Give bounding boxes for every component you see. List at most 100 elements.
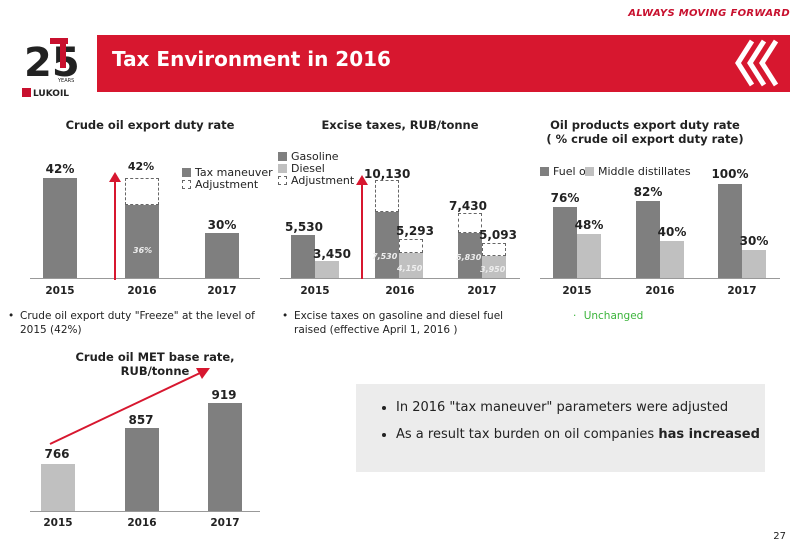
- crude-2015-label: 42%: [45, 162, 75, 176]
- excise-x-2015: 2015: [300, 285, 330, 297]
- svg-text:LUKOIL: LUKOIL: [33, 89, 69, 99]
- page-title: Tax Environment in 2016: [112, 47, 391, 71]
- legend-label: Adjustment: [195, 178, 259, 191]
- excise-dsl-2017-label: 5,093: [479, 228, 517, 242]
- products-fuel-2017-bar: [718, 184, 742, 278]
- crude-2016-inner-label: 36%: [133, 246, 153, 255]
- crude-note: • Crude oil export duty "Freeze" at the …: [8, 309, 268, 337]
- excise-note: • Excise taxes on gasoline and diesel fu…: [282, 309, 522, 337]
- crude-x-2015: 2015: [45, 285, 75, 297]
- products-fuel-2015-bar: [553, 207, 577, 278]
- excise-x-2016: 2016: [385, 285, 415, 297]
- excise-legend-diesel: Diesel: [278, 162, 325, 175]
- met-title: Crude oil MET base rate, RUB/tonne: [75, 350, 235, 378]
- excise-dsl-2017-inner-label: 3,950: [480, 265, 506, 274]
- products-legend-middle: Middle distillates: [585, 165, 691, 178]
- lukoil-25-years-logo-icon: 25 YEARS LUKOIL: [22, 38, 80, 99]
- crude-2017-bar: [205, 233, 239, 278]
- svg-text:YEARS: YEARS: [57, 78, 74, 84]
- products-note-text: Unchanged: [583, 310, 644, 322]
- legend-swatch: [278, 176, 287, 185]
- products-fuel-2016-label: 82%: [633, 185, 663, 199]
- products-note: · Unchanged: [573, 310, 644, 322]
- info-box: In 2016 "tax maneuver" parameters were a…: [356, 384, 765, 472]
- products-x-2015: 2015: [562, 285, 592, 297]
- svg-text:25: 25: [24, 40, 80, 86]
- lukoil-logo: 25 YEARS LUKOIL: [20, 30, 90, 100]
- excise-legend-gasoline: Gasoline: [278, 150, 339, 163]
- excise-dsl-2017-bar: [482, 256, 506, 278]
- excise-gas-2017-inner-label: 5,830: [456, 253, 482, 262]
- met-x-2016: 2016: [127, 517, 157, 529]
- excise-gas-2016-inner-label: 7,530: [372, 252, 398, 261]
- info-bullet-2: As a result tax burden on oil companies …: [396, 427, 765, 442]
- excise-gas-2015-bar: [291, 235, 315, 278]
- excise-dsl-2016-label: 5,293: [396, 224, 434, 238]
- products-fuel-2017-label: 100%: [711, 167, 749, 181]
- products-x-2017: 2017: [727, 285, 757, 297]
- excise-gas-2016-label: 10,130: [364, 167, 411, 181]
- crude-x-axis: [30, 278, 260, 279]
- legend-label: Tax maneuver: [195, 166, 273, 179]
- met-2016-bar: [125, 428, 159, 511]
- crude-note-text: Crude oil export duty "Freeze" at the le…: [20, 310, 255, 336]
- crude-2016-adjustment-bar: [125, 178, 159, 205]
- info-bullet-1: In 2016 "tax maneuver" parameters were a…: [396, 400, 765, 415]
- title-bar: [97, 35, 790, 92]
- excise-dsl-2015-bar: [315, 261, 339, 278]
- crude-x-2016: 2016: [127, 285, 157, 297]
- page-number: 27: [773, 531, 786, 542]
- excise-dsl-2016-inner-label: 4,150: [397, 264, 423, 273]
- legend-swatch: [182, 168, 191, 177]
- excise-gas-2017-label: 7,430: [449, 199, 487, 213]
- legend-label: Middle distillates: [598, 165, 691, 178]
- crude-legend-adjustment: Adjustment: [182, 178, 258, 191]
- met-2015-label: 766: [44, 447, 70, 461]
- legend-label: Diesel: [291, 162, 325, 175]
- legend-swatch: [540, 167, 549, 176]
- products-title: Oil products export duty rate ( % crude …: [535, 118, 755, 146]
- excise-gas-2016-adjustment-bar: [375, 180, 399, 212]
- products-fuel-2015-label: 76%: [550, 191, 580, 205]
- products-mid-2015-bar: [577, 234, 601, 278]
- products-mid-2017-label: 30%: [739, 234, 769, 248]
- products-mid-2017-bar: [742, 250, 766, 278]
- excise-gas-2017-adjustment-bar: [458, 213, 482, 233]
- products-title-line1: Oil products export duty rate: [550, 118, 740, 132]
- crude-2016-bar: [125, 205, 159, 278]
- info-bullet-2-bold: has increased: [658, 427, 760, 442]
- excise-dsl-2015-label: 3,450: [313, 247, 351, 261]
- crude-up-arrow-icon: [109, 172, 121, 280]
- products-mid-2015-label: 48%: [574, 218, 604, 232]
- met-x-axis: [30, 511, 260, 512]
- info-bullet-1-text: In 2016 "tax maneuver" parameters were a…: [396, 400, 729, 415]
- excise-dsl-2016-adjustment-bar: [399, 239, 423, 253]
- legend-label: Fuel oil: [553, 165, 592, 178]
- products-mid-2016-label: 40%: [657, 225, 687, 239]
- excise-gas-2017-bar: [458, 233, 482, 278]
- info-bullet-2-prefix: As a result tax burden on oil companies: [396, 427, 659, 442]
- excise-dsl-2017-adjustment-bar: [482, 243, 506, 256]
- excise-up-arrow-icon: [356, 175, 368, 279]
- met-2017-bar: [208, 403, 242, 511]
- excise-x-axis: [280, 278, 520, 279]
- crude-2017-label: 30%: [207, 218, 237, 232]
- products-x-2016: 2016: [645, 285, 675, 297]
- products-mid-2016-bar: [660, 241, 684, 278]
- excise-gas-2015-label: 5,530: [285, 220, 323, 234]
- crude-legend-tax-maneuver: Tax maneuver: [182, 166, 273, 179]
- crude-2015-bar: [43, 178, 77, 278]
- met-2017-label: 919: [211, 388, 237, 402]
- excise-title: Excise taxes, RUB/tonne: [321, 118, 479, 132]
- legend-label: Adjustment: [291, 174, 355, 187]
- chevrons-icon: [735, 39, 779, 87]
- met-2016-label: 857: [128, 413, 154, 427]
- crude-export-title: Crude oil export duty rate: [65, 118, 235, 132]
- products-title-line2: ( % crude oil export duty rate): [546, 132, 744, 146]
- legend-swatch: [278, 152, 287, 161]
- legend-swatch: [278, 164, 287, 173]
- legend-swatch: [585, 167, 594, 176]
- crude-2016-top-label: 42%: [127, 160, 155, 173]
- met-2015-bar: [41, 464, 75, 511]
- products-fuel-2016-bar: [636, 201, 660, 278]
